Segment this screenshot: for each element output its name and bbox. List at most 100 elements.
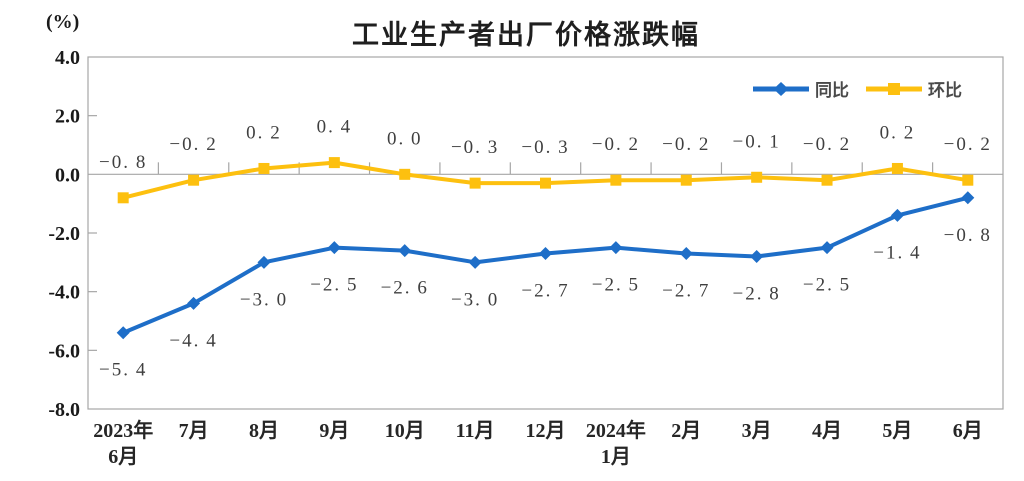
data-point-label-mom: −0. 2 bbox=[592, 134, 640, 155]
legend-item-yoy: 同比 bbox=[752, 76, 849, 101]
y-axis-label: -2.0 bbox=[48, 223, 80, 245]
data-point-marker-mom bbox=[399, 168, 411, 180]
data-point-marker-mom bbox=[610, 174, 622, 186]
data-point-marker-mom bbox=[469, 177, 481, 189]
data-point-label-mom: 0. 2 bbox=[880, 122, 916, 143]
data-point-label-mom: −0. 1 bbox=[733, 131, 781, 152]
data-point-label-mom: 0. 2 bbox=[246, 122, 282, 143]
y-axis-label: -8.0 bbox=[48, 399, 80, 421]
data-point-label-mom: −0. 3 bbox=[521, 137, 569, 158]
diamond-marker-icon bbox=[773, 81, 789, 96]
legend-label-yoy: 同比 bbox=[815, 81, 849, 100]
data-point-label-mom: −0. 3 bbox=[451, 137, 499, 158]
legend-label-mom: 环比 bbox=[928, 81, 962, 100]
data-point-label-yoy: −2. 5 bbox=[592, 275, 640, 296]
data-point-marker-yoy bbox=[609, 241, 623, 255]
x-axis-label-line: 12月 bbox=[526, 420, 566, 442]
data-point-label-yoy: −2. 6 bbox=[381, 278, 429, 299]
x-axis-label: 8月 bbox=[249, 420, 279, 442]
x-axis-label: 5月 bbox=[882, 420, 912, 442]
x-axis-label: 12月 bbox=[526, 420, 566, 442]
data-point-label-yoy: −4. 4 bbox=[169, 330, 217, 351]
data-point-label-yoy: −3. 0 bbox=[451, 289, 499, 310]
x-axis-label-line: 2月 bbox=[671, 420, 701, 442]
data-point-label-mom: −0. 2 bbox=[169, 134, 217, 155]
legend-item-mom: 环比 bbox=[865, 76, 962, 101]
x-axis-label-line: 2024年 bbox=[586, 418, 646, 442]
data-point-marker-yoy bbox=[187, 296, 201, 310]
x-axis-label-line: 11月 bbox=[456, 420, 495, 442]
data-point-label-mom: 0. 4 bbox=[317, 117, 353, 138]
x-axis-label-line: 8月 bbox=[249, 420, 279, 442]
data-point-marker-yoy bbox=[961, 191, 975, 205]
data-point-label-yoy: −2. 8 bbox=[733, 283, 781, 304]
x-axis-label: 2023年 6月 bbox=[93, 418, 153, 468]
x-axis-label-line: 5月 bbox=[882, 420, 912, 442]
x-axis-label-line: 6月 bbox=[108, 446, 138, 468]
x-axis-label: 7月 bbox=[179, 420, 209, 442]
data-point-label-yoy: −2. 7 bbox=[521, 281, 569, 302]
mom-line-marker-icon bbox=[866, 82, 922, 95]
y-axis-label: 4.0 bbox=[55, 47, 80, 69]
data-point-marker-yoy bbox=[890, 208, 904, 222]
data-point-marker-mom bbox=[891, 162, 903, 174]
data-point-marker-yoy bbox=[257, 255, 271, 269]
y-axis-label: -6.0 bbox=[48, 340, 80, 362]
data-point-marker-yoy bbox=[820, 241, 834, 255]
plot-border bbox=[87, 56, 1004, 410]
data-point-label-mom: −0. 8 bbox=[99, 152, 147, 173]
series-line-yoy bbox=[121, 195, 970, 335]
x-axis-label-line: 6月 bbox=[953, 420, 983, 442]
data-point-marker-yoy bbox=[116, 326, 130, 340]
y-axis-label: 0.0 bbox=[55, 164, 80, 186]
data-point-marker-yoy bbox=[327, 241, 341, 255]
data-point-label-yoy: −2. 5 bbox=[803, 275, 851, 296]
data-point-marker-yoy bbox=[398, 244, 412, 258]
data-point-marker-mom bbox=[258, 162, 270, 174]
x-axis-label: 2024年 1月 bbox=[586, 418, 646, 468]
data-point-marker-yoy bbox=[750, 249, 764, 263]
x-axis-label: 9月 bbox=[319, 420, 349, 442]
data-point-label-yoy: −2. 5 bbox=[310, 275, 358, 296]
data-point-label-mom: 0. 0 bbox=[387, 128, 423, 149]
data-point-marker-mom bbox=[962, 174, 974, 186]
data-point-marker-mom bbox=[540, 177, 551, 189]
x-axis-label: 10月 bbox=[385, 420, 425, 442]
x-axis-label: 2月 bbox=[671, 420, 701, 442]
data-point-label-yoy: −2. 7 bbox=[662, 281, 710, 302]
data-point-marker-mom bbox=[188, 174, 200, 186]
x-axis-label: 11月 bbox=[456, 420, 495, 442]
x-axis-label-line: 7月 bbox=[179, 420, 209, 442]
data-point-label-yoy: −1. 4 bbox=[873, 242, 921, 263]
x-axis-label: 6月 bbox=[953, 420, 983, 442]
yoy-line-marker-icon bbox=[753, 81, 809, 96]
x-axis-label: 4月 bbox=[812, 420, 842, 442]
data-point-marker-yoy bbox=[679, 247, 693, 261]
x-axis-label-line: 1月 bbox=[601, 446, 631, 468]
data-point-marker-mom bbox=[821, 174, 833, 186]
data-point-marker-mom bbox=[328, 157, 340, 169]
data-point-label-mom: −0. 2 bbox=[803, 134, 851, 155]
x-axis-label: 3月 bbox=[742, 420, 772, 442]
square-marker-icon bbox=[888, 82, 900, 95]
data-point-label-yoy: −5. 4 bbox=[99, 360, 147, 381]
y-axis-label: 2.0 bbox=[55, 106, 80, 128]
data-point-marker-yoy bbox=[539, 247, 552, 261]
data-point-marker-mom bbox=[680, 174, 692, 186]
chart-legend: 同比 环比 bbox=[752, 76, 962, 101]
data-point-marker-mom bbox=[117, 192, 129, 204]
chart-title: 工业生产者出厂价格涨跌幅 bbox=[352, 20, 700, 50]
data-point-label-yoy: −3. 0 bbox=[240, 289, 288, 310]
data-point-label-mom: −0. 2 bbox=[944, 134, 992, 155]
x-axis-label-line: 2023年 bbox=[93, 418, 153, 442]
x-axis-label-line: 4月 bbox=[812, 420, 842, 442]
data-point-marker-mom bbox=[751, 171, 763, 183]
data-point-label-yoy: −0. 8 bbox=[944, 225, 992, 246]
data-point-marker-yoy bbox=[468, 255, 482, 269]
x-axis-label-line: 9月 bbox=[319, 420, 349, 442]
y-axis-unit-label: (%) bbox=[46, 11, 80, 33]
x-axis-label-line: 3月 bbox=[742, 420, 772, 442]
data-point-label-mom: −0. 2 bbox=[662, 134, 710, 155]
